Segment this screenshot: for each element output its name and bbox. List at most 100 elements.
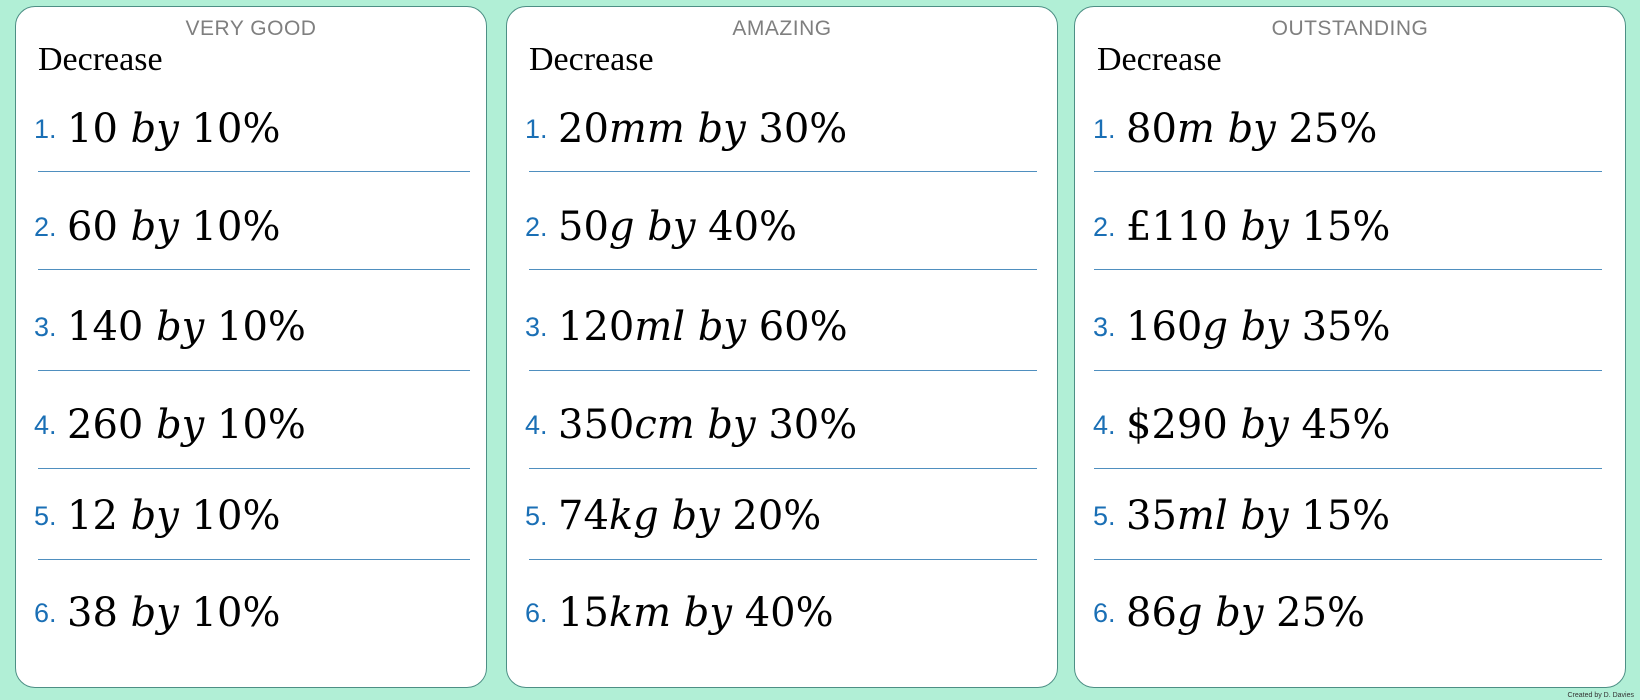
question-expression: 60 by 10% (67, 204, 280, 250)
question-item: 5. 12 by 10% (34, 486, 468, 546)
question-item: 3. 140 by 10% (34, 297, 468, 357)
question-expression: 260 by 10% (67, 402, 306, 448)
question-unit: g (608, 204, 635, 250)
question-amount: 38 (67, 590, 118, 636)
answer-line (529, 468, 1037, 469)
question-percent: 60% (758, 304, 848, 350)
question-by: by (1240, 204, 1289, 250)
question-by: by (130, 590, 179, 636)
question-amount: 10 (67, 106, 118, 152)
question-item: 2. 60 by 10% (34, 197, 468, 257)
question-item: 4. 260 by 10% (34, 395, 468, 455)
question-amount: 20 (558, 106, 609, 152)
question-number: 6. (34, 597, 57, 628)
card-level-label: OUTSTANDING (1271, 17, 1429, 40)
question-unit: ml (1176, 493, 1228, 539)
question-item: 5. 74kg by 20% (525, 486, 1039, 546)
question-number: 2. (34, 211, 57, 242)
question-amount: 120 (558, 304, 635, 350)
answer-line (1094, 559, 1602, 560)
answer-line (38, 171, 470, 172)
question-by: by (1215, 590, 1264, 636)
question-by: by (130, 106, 179, 152)
question-number: 6. (525, 597, 548, 628)
question-percent: 25% (1276, 590, 1366, 636)
question-item: 2. 50g by 40% (525, 197, 1039, 257)
question-unit: kg (608, 493, 659, 539)
question-expression: 20mm by 30% (558, 106, 847, 152)
question-item: 4. 350cm by 30% (525, 395, 1039, 455)
question-by: by (697, 304, 747, 350)
answer-line (38, 269, 470, 270)
question-expression: $290 by 45% (1126, 402, 1390, 448)
question-unit: km (608, 590, 672, 636)
question-number: 1. (34, 113, 57, 144)
answer-line (529, 269, 1037, 270)
question-item: 1. 20mm by 30% (525, 99, 1039, 159)
question-by: by (1240, 493, 1289, 539)
answer-line (529, 559, 1037, 560)
question-item: 1. 80m by 25% (1093, 99, 1607, 159)
question-expression: 140 by 10% (67, 304, 306, 350)
question-unit: g (1202, 304, 1228, 350)
answer-line (38, 370, 470, 371)
question-percent: 15% (1301, 204, 1391, 250)
question-item: 6. 38 by 10% (34, 583, 468, 643)
question-by: by (683, 590, 732, 636)
question-by: by (707, 402, 756, 448)
question-number: 6. (1093, 597, 1116, 628)
question-expression: 38 by 10% (67, 590, 280, 636)
question-percent: 10% (217, 304, 306, 350)
question-percent: 40% (708, 204, 798, 250)
question-number: 3. (1093, 311, 1116, 342)
question-amount: 80 (1126, 106, 1177, 152)
card-level-label: VERY GOOD (185, 17, 317, 40)
question-number: 4. (34, 409, 57, 440)
question-by: by (647, 204, 696, 250)
question-expression: 15km by 40% (558, 590, 834, 636)
question-amount: 60 (67, 204, 118, 250)
question-item: 1. 10 by 10% (34, 99, 468, 159)
card-level-label: AMAZING (732, 17, 832, 40)
question-number: 3. (525, 311, 548, 342)
question-percent: 10% (191, 204, 281, 250)
question-unit: ml (634, 304, 686, 350)
question-expression: 12 by 10% (67, 493, 280, 539)
question-percent: 45% (1301, 402, 1391, 448)
answer-line (529, 370, 1037, 371)
question-unit: mm (608, 106, 685, 152)
question-by: by (130, 204, 179, 250)
question-by: by (671, 493, 720, 539)
question-expression: £110 by 15% (1126, 204, 1390, 250)
answer-line (1094, 468, 1602, 469)
card-heading: Decrease (38, 41, 163, 78)
card-heading: Decrease (1097, 41, 1222, 78)
question-number: 4. (1093, 409, 1116, 440)
question-by: by (156, 402, 205, 448)
question-number: 5. (34, 500, 57, 531)
question-item: 3. 160g by 35% (1093, 297, 1607, 357)
question-number: 5. (1093, 500, 1116, 531)
question-by: by (130, 493, 179, 539)
question-expression: 86g by 25% (1126, 590, 1365, 636)
question-expression: 35ml by 15% (1126, 493, 1390, 539)
question-expression: 120ml by 60% (558, 304, 848, 350)
question-number: 2. (525, 211, 548, 242)
answer-line (38, 559, 470, 560)
question-item: 5. 35ml by 15% (1093, 486, 1607, 546)
question-amount: 35 (1126, 493, 1177, 539)
answer-line (1094, 269, 1602, 270)
question-amount: 350 (558, 402, 635, 448)
question-unit: g (1176, 590, 1203, 636)
question-number: 1. (1093, 113, 1116, 144)
answer-line (38, 468, 470, 469)
question-percent: 10% (217, 402, 306, 448)
question-percent: 20% (732, 493, 822, 539)
card-very-good: VERY GOOD Decrease 1. 10 by 10% 2. 60 by… (15, 6, 487, 688)
question-item: 6. 86g by 25% (1093, 583, 1607, 643)
question-by: by (1240, 402, 1289, 448)
question-number: 3. (34, 311, 57, 342)
question-by: by (697, 106, 746, 152)
credit-text: Created by D. Davies (1567, 692, 1634, 699)
question-percent: 30% (758, 106, 848, 152)
